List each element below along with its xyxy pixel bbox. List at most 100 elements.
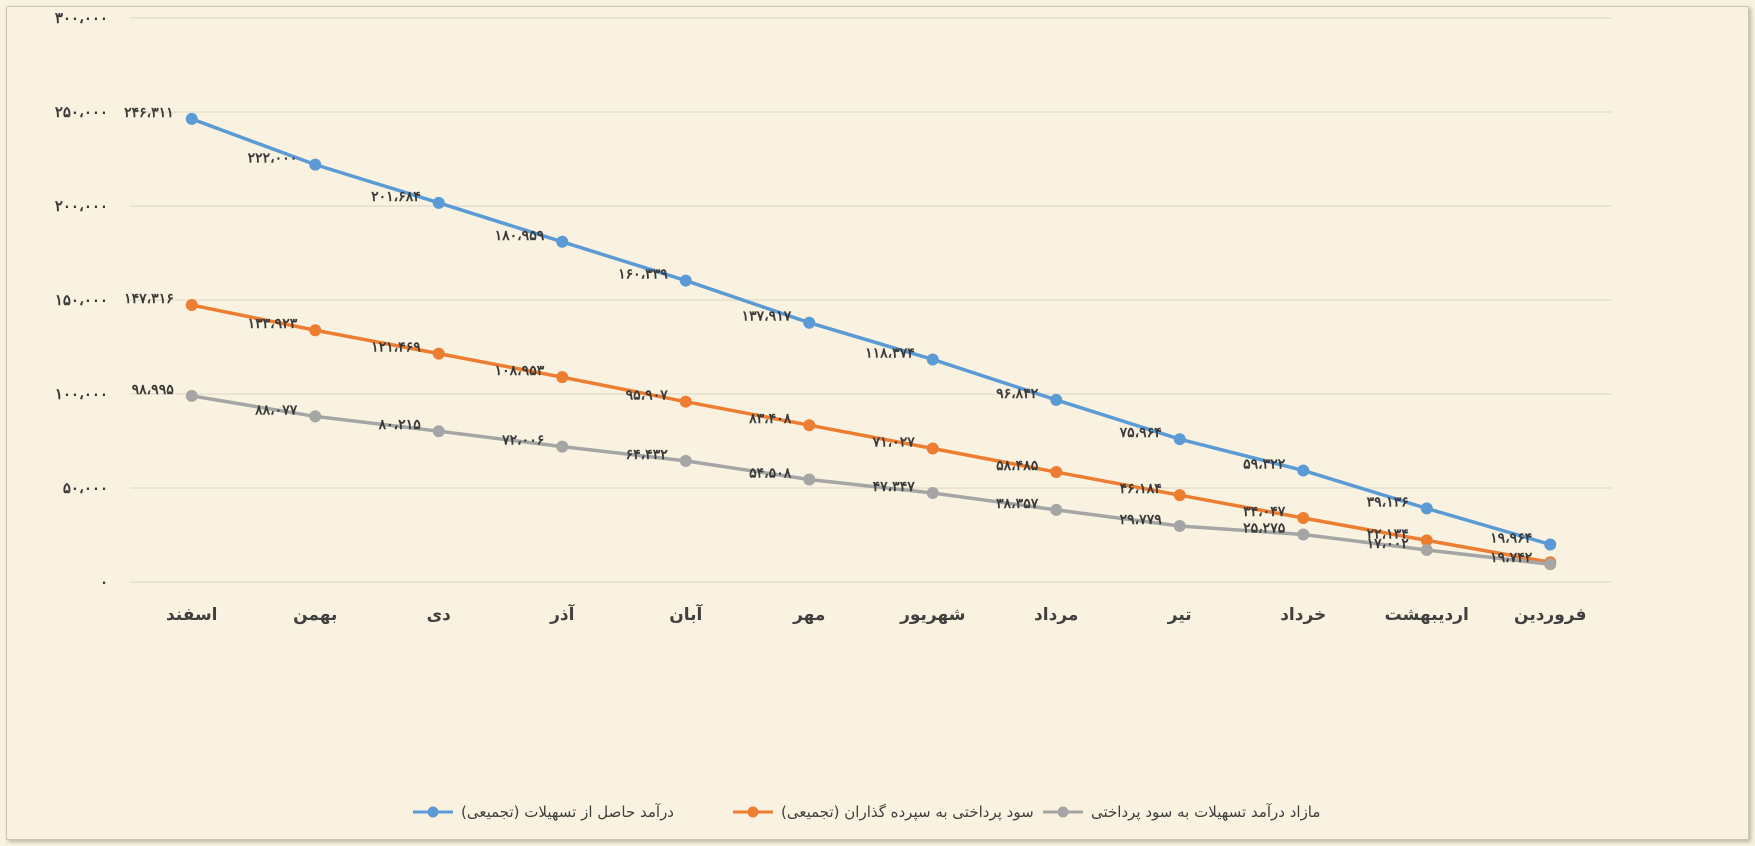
data-point xyxy=(679,274,692,287)
data-point xyxy=(1173,489,1186,502)
data-label: ۵۹،۳۲۲ xyxy=(1243,456,1286,472)
y-tick-label: ۳۰۰،۰۰۰ xyxy=(55,9,108,27)
data-label: ۱۳۷،۹۱۷ xyxy=(742,309,792,325)
legend-swatch-marker xyxy=(1057,806,1069,818)
data-label: ۱۸۰،۹۵۹ xyxy=(495,228,545,244)
series-line xyxy=(191,303,1551,564)
legend-item: سود پرداختی به سپرده گذاران (تجمیعی) xyxy=(733,803,1034,822)
legend: درآمد حاصل از تسهیلات (تجمیعی) سود پرداخت… xyxy=(413,803,1320,822)
data-point xyxy=(1420,534,1433,547)
data-point xyxy=(556,371,569,384)
legend-label: درآمد حاصل از تسهیلات (تجمیعی) xyxy=(461,803,674,821)
data-label: ۲۹،۷۷۹ xyxy=(1120,512,1163,528)
data-point xyxy=(926,442,939,455)
data-point xyxy=(1173,433,1186,446)
data-label: ۱۲۱،۴۶۹ xyxy=(371,340,421,356)
y-tick-label: ۲۵۰،۰۰۰ xyxy=(55,103,108,121)
data-label: ۴۷،۳۴۷ xyxy=(873,479,916,495)
legend-swatch-marker xyxy=(427,806,439,818)
x-category-label: فروردین xyxy=(1514,605,1586,625)
data-point xyxy=(309,158,322,171)
x-category-label: آذر xyxy=(549,603,576,625)
data-label: ۱۳۳،۹۲۳ xyxy=(248,316,298,332)
series-line xyxy=(191,117,1551,547)
data-point xyxy=(432,196,445,209)
data-label: ۳۴،۰۴۷ xyxy=(1243,504,1286,520)
data-label: ۲۲،۱۳۴ xyxy=(1367,526,1409,542)
data-point xyxy=(679,395,692,408)
data-label: ۸۸،۰۷۷ xyxy=(254,402,298,418)
data-point xyxy=(1173,520,1186,533)
x-category-label: بهمن xyxy=(293,605,337,625)
data-point xyxy=(309,324,322,337)
data-label: ۳۹،۱۳۶ xyxy=(1367,494,1409,510)
data-label: ۱۰۸،۹۵۳ xyxy=(495,363,545,379)
x-category-label: آبان xyxy=(669,603,703,625)
x-axis-categories: فروردین اردیبهشت خرداد تیر مرداد شهریور مهر آبا… xyxy=(166,603,1587,625)
data-label: ۷۲،۰۰۶ xyxy=(501,433,544,449)
data-label: ۳۸،۳۵۷ xyxy=(996,496,1039,512)
y-tick-label: ۰ xyxy=(100,573,108,591)
data-label: ۲۰۱،۶۸۴ xyxy=(371,189,421,205)
series-lines xyxy=(185,112,1557,571)
data-label: ۱۱۸،۳۷۴ xyxy=(865,345,915,361)
data-label: ۴۶،۱۸۴ xyxy=(1120,481,1162,497)
data-point xyxy=(185,299,198,312)
x-category-label: مرداد xyxy=(1034,605,1078,625)
data-label: ۸۳،۴۰۸ xyxy=(748,411,792,427)
data-point xyxy=(1050,503,1063,516)
data-label: ۵۸،۴۸۵ xyxy=(996,458,1039,474)
data-point xyxy=(309,410,322,423)
data-label: ۶۴،۴۳۲ xyxy=(626,447,669,463)
data-point xyxy=(432,425,445,438)
legend-swatch-marker xyxy=(747,806,759,818)
y-tick-label: ۵۰،۰۰۰ xyxy=(63,479,108,497)
series-line xyxy=(191,394,1551,566)
data-label: ۸۰،۲۱۵ xyxy=(378,417,422,433)
data-point xyxy=(1297,464,1310,477)
x-category-label: مهر xyxy=(792,605,825,625)
data-point xyxy=(926,353,939,366)
data-label: ۲۴۶،۳۱۱ xyxy=(124,105,174,121)
data-point xyxy=(926,486,939,499)
data-point xyxy=(1420,502,1433,515)
data-point xyxy=(1420,544,1433,557)
data-label: ۷۱،۰۲۷ xyxy=(872,434,916,450)
data-point xyxy=(803,316,816,329)
data-point xyxy=(432,347,445,360)
data-point xyxy=(556,440,569,453)
data-label: ۹۸،۹۹۵ xyxy=(132,382,175,398)
data-label: ۱۴۷،۳۱۶ xyxy=(124,291,174,307)
data-label: ۷۵،۹۶۴ xyxy=(1119,425,1162,441)
data-label: ۹۶،۸۴۲ xyxy=(996,386,1039,402)
data-point xyxy=(803,419,816,432)
y-tick-label: ۲۰۰،۰۰۰ xyxy=(55,197,108,215)
data-point xyxy=(679,454,692,467)
data-point xyxy=(185,389,198,402)
x-category-label: اردیبهشت xyxy=(1385,605,1469,625)
data-label: ۹۵،۹۰۷ xyxy=(626,388,669,404)
legend-item: مازاد درآمد تسهیلات به سود پرداختی xyxy=(1043,803,1320,822)
legend-label: سود پرداختی به سپرده گذاران (تجمیعی) xyxy=(781,803,1034,822)
legend-label: مازاد درآمد تسهیلات به سود پرداختی xyxy=(1091,803,1320,822)
data-label: ۲۵،۲۷۵ xyxy=(1243,520,1286,536)
data-label: ۱۷،۰۰۲ xyxy=(1367,536,1410,552)
data-point xyxy=(1544,538,1557,551)
y-tick-label: ۱۵۰،۰۰۰ xyxy=(55,291,108,309)
data-point xyxy=(803,473,816,486)
data-point xyxy=(1544,558,1557,571)
chart-frame xyxy=(6,6,1749,840)
data-point xyxy=(1297,511,1310,524)
x-category-label: شهریور xyxy=(899,605,965,625)
data-point xyxy=(1050,466,1063,479)
data-labels: ۱۹،۹۶۴ ۳۹،۱۳۶ ۵۹،۳۲۲ ۷۵،۹۶۴ ۹۶،۸۴۲ ۱۱۸،۳۷۴ ۱۳۷… xyxy=(124,105,1533,566)
data-label: ۱۶۰،۳۳۹ xyxy=(618,267,668,283)
data-label: ۲۲۲،۰۰۰ xyxy=(248,151,298,167)
x-category-label: دی xyxy=(427,605,452,625)
legend-item: درآمد حاصل از تسهیلات (تجمیعی) xyxy=(413,803,674,821)
y-axis-ticks: ۰ ۵۰،۰۰۰ ۱۰۰،۰۰۰ ۱۵۰،۰۰۰ ۲۰۰،۰۰۰ ۲۵۰،۰۰۰ ۳۰۰،۰… xyxy=(55,9,108,591)
data-point xyxy=(1297,528,1310,541)
data-point xyxy=(1050,393,1063,406)
data-point xyxy=(556,235,569,248)
